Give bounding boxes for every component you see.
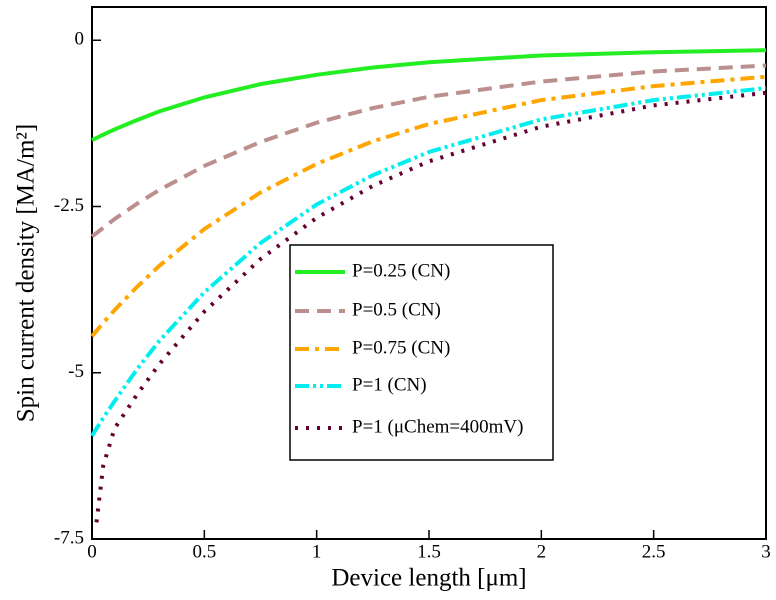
legend-label: P=0.5 (CN) — [352, 299, 441, 320]
x-tick-label: 0 — [87, 541, 97, 562]
series-line — [94, 90, 767, 523]
x-tick-label: 2 — [537, 541, 547, 562]
legend-label: P=0.75 (CN) — [352, 337, 450, 358]
legend-label: P=0.25 (CN) — [352, 260, 450, 281]
legend-box — [289, 244, 554, 461]
series-line — [90, 86, 767, 437]
x-tick-label: 2.5 — [642, 541, 666, 562]
y-tick-label: -7.5 — [54, 527, 84, 548]
y-tick-label: -5 — [68, 361, 84, 382]
x-tick-label: 0.5 — [192, 541, 216, 562]
series-line — [90, 63, 767, 239]
y-tick-label: -2.5 — [54, 195, 84, 216]
legend-label: P=1 (CN) — [352, 374, 427, 395]
x-tick-label: 1.5 — [417, 541, 441, 562]
x-axis-title: Device length [μm] — [331, 565, 526, 592]
series-line — [91, 48, 767, 142]
x-tick-label: 3 — [761, 541, 771, 562]
y-axis-title: Spin current density [MA/m²] — [13, 124, 40, 422]
legend-label: P=1 (μChem=400mV) — [352, 416, 523, 437]
y-tick-label: 0 — [75, 29, 85, 50]
series-line — [90, 74, 767, 338]
x-tick-label: 1 — [312, 541, 322, 562]
